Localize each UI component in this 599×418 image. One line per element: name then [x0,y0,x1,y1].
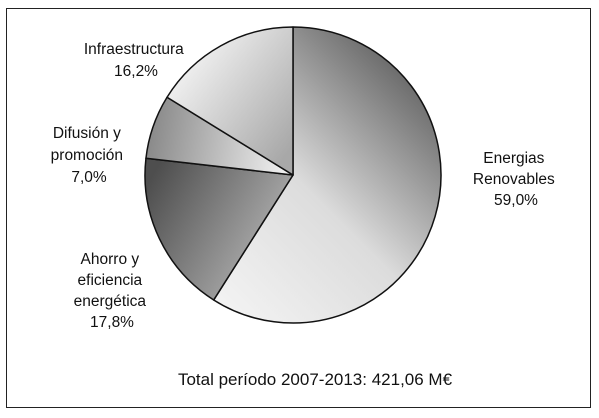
slice-label-renovables: Energias Renovables 59,0% [473,150,559,209]
slice-label-ahorro-line-1: Ahorro y [81,251,140,268]
slice-label-renovables-line-2: Renovables [473,171,555,188]
slice-label-difusion: Difusión y promoción 7,0% [51,125,128,186]
slice-label-difusion-line-2: promoción [51,147,123,164]
slice-label-difusion-line-1: Difusión y [53,125,121,142]
slice-renovables [212,26,442,324]
slice-value-difusion: 7,0% [71,169,107,186]
slice-ahorro [144,157,294,301]
slice-label-infraestructura-line-1: Infraestructura [84,41,184,58]
slice-value-ahorro: 17,8% [90,314,134,331]
slice-label-infraestructura: Infraestructura 16,2% [84,41,188,80]
slice-label-ahorro-line-3: energética [74,293,147,310]
slice-value-infraestructura: 16,2% [114,63,158,80]
slice-label-ahorro: Ahorro y eficiencia energética 17,8% [74,251,151,331]
total-caption: Total período 2007-2013: 421,06 M€ [178,370,453,389]
slice-infraestructura [166,26,294,176]
slice-value-renovables: 59,0% [494,192,538,209]
slice-label-renovables-line-1: Energias [483,150,544,167]
slice-label-ahorro-line-2: eficiencia [78,272,143,289]
